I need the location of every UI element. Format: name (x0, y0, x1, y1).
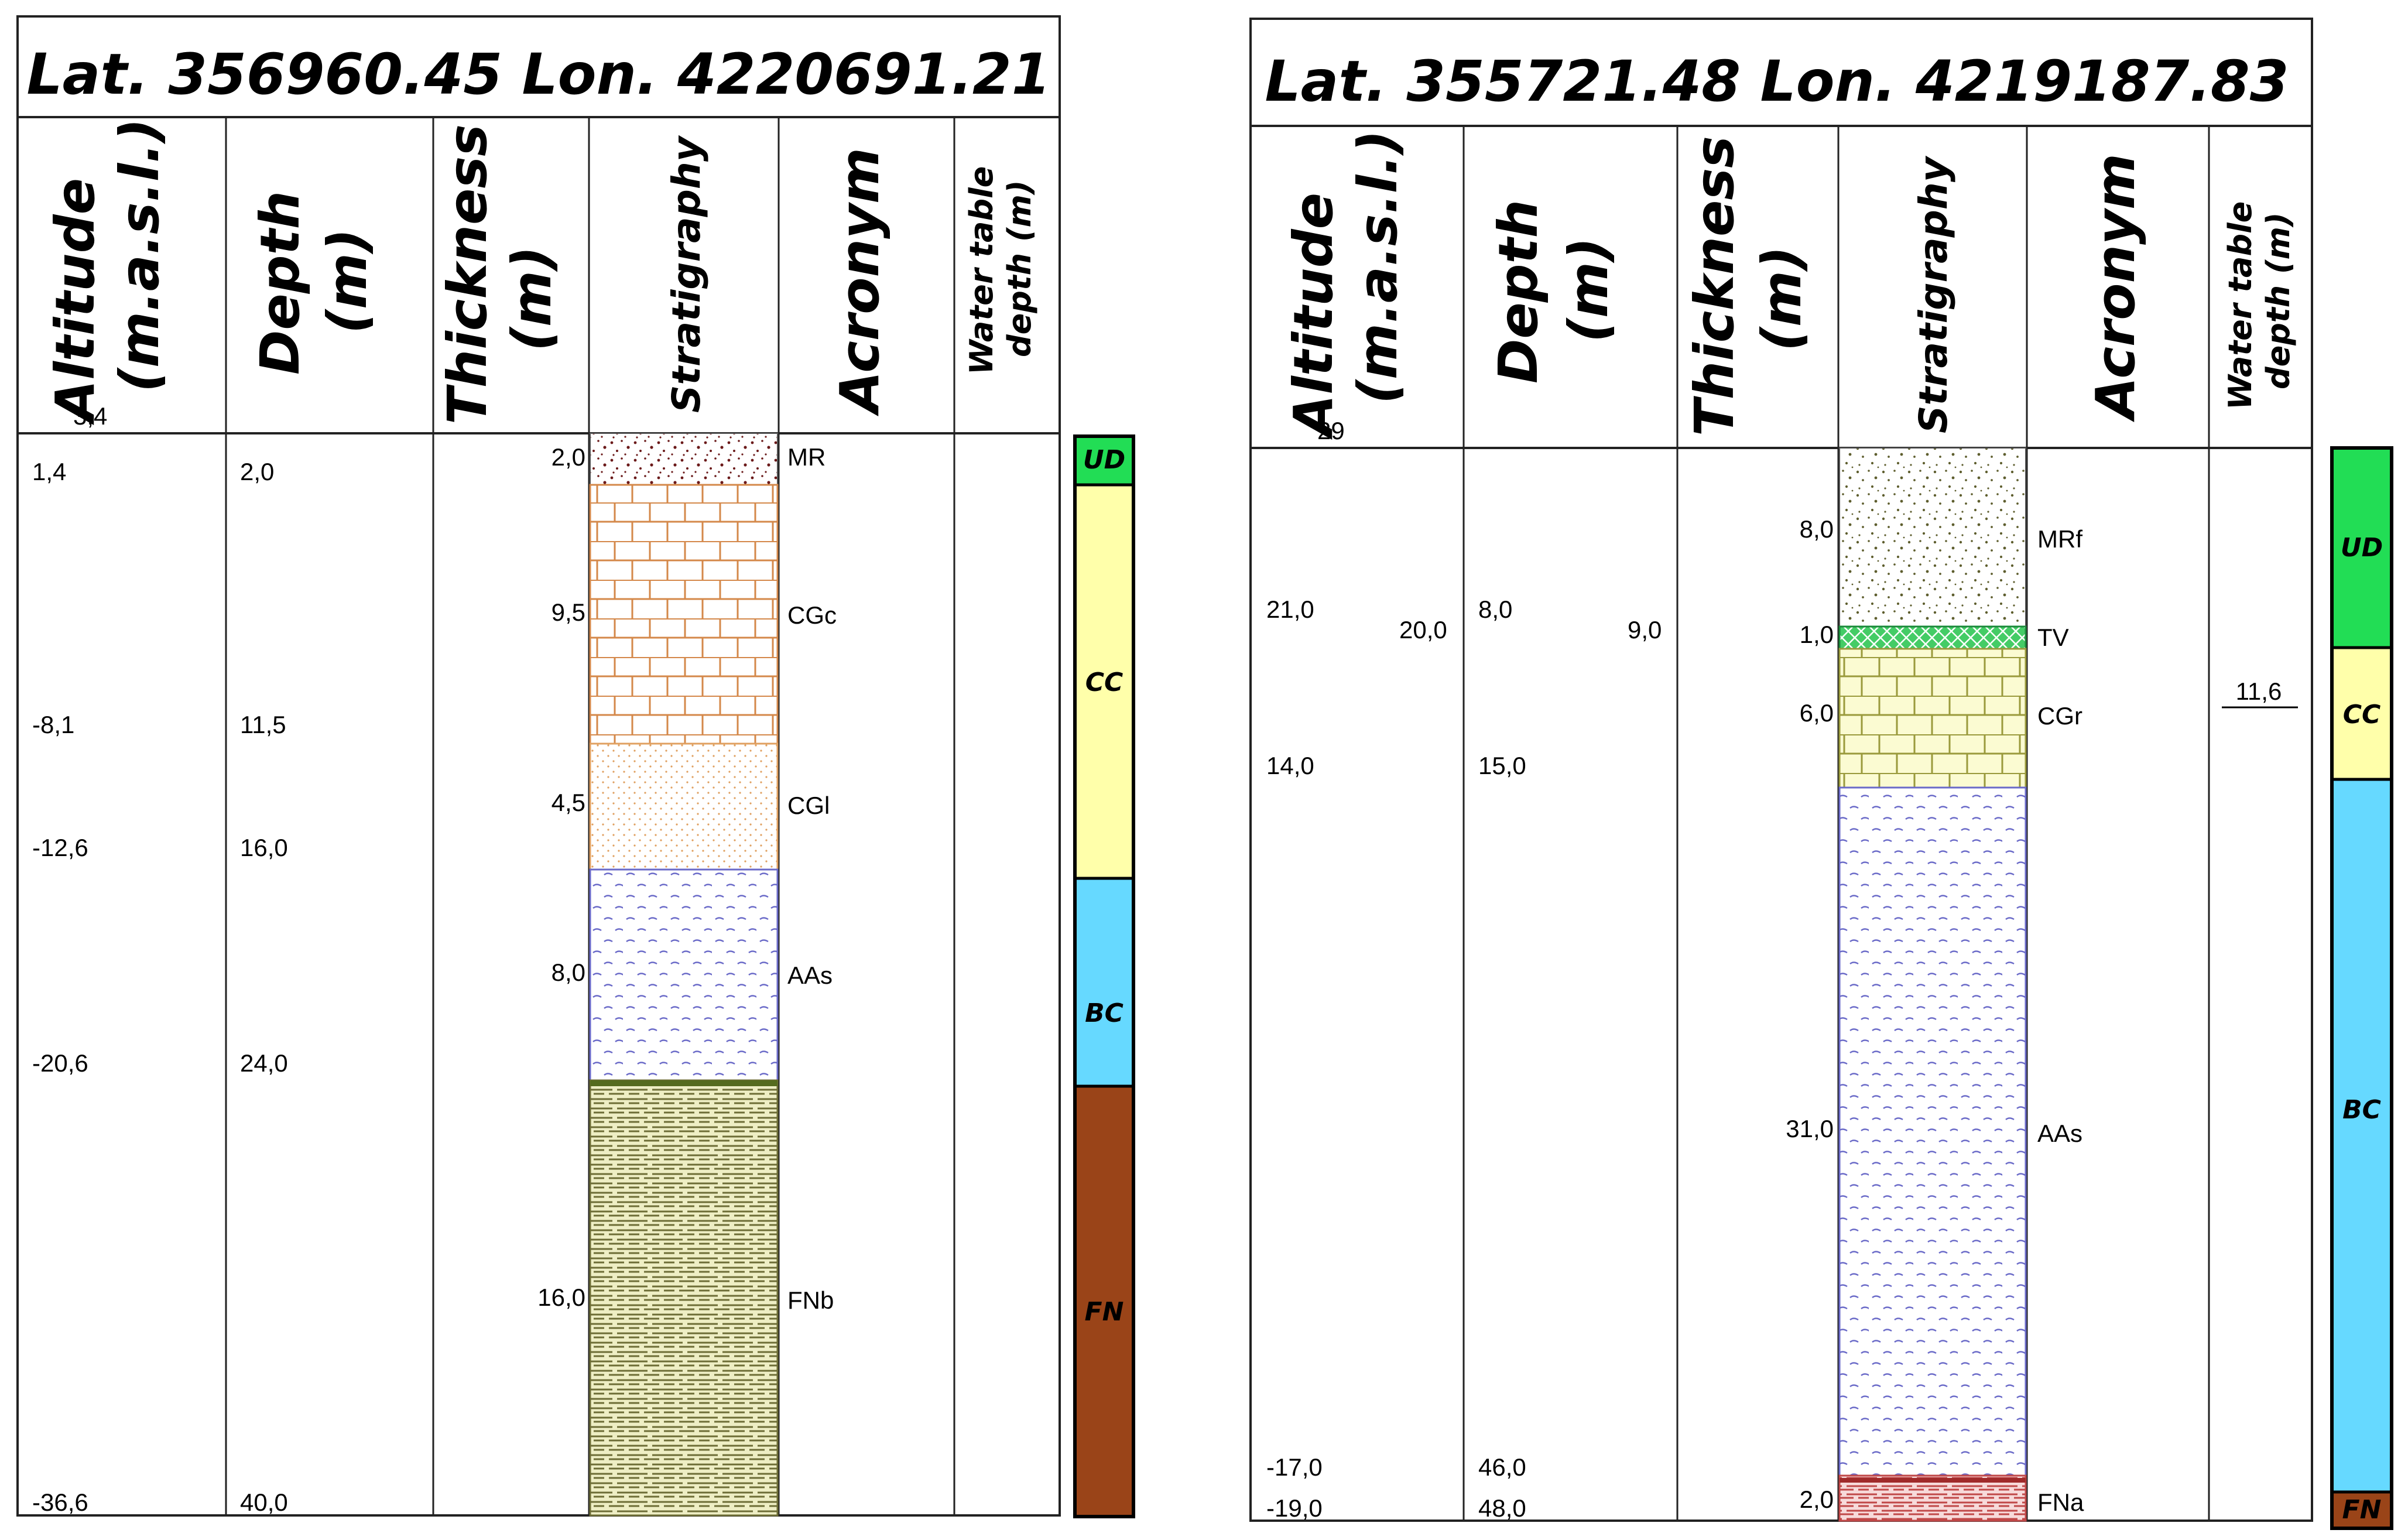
altitude-unit-header: (m.a.s.l.) (108, 118, 171, 392)
stratigraphy-header: Stratigraphy (664, 135, 709, 413)
layer-cgr (1838, 648, 2027, 789)
depth-value: 16,0 (240, 834, 288, 861)
layer-acronym: CGc (787, 601, 837, 629)
layer-aas (589, 868, 779, 1082)
layer-acronym: AAs (787, 961, 833, 989)
zone-fn (2334, 1492, 2390, 1527)
altitude-value: -12,6 (32, 834, 88, 861)
zone-ud (1077, 438, 1132, 485)
depth-value: 11,5 (240, 711, 286, 738)
layer-thickness: 8,0 (552, 959, 585, 986)
altitude-value: -17,0 (1266, 1453, 1323, 1481)
altitude-unit-header: (m.a.s.l.) (1347, 130, 1409, 404)
altitude-value: -8,1 (32, 711, 74, 738)
log-left: Lat. 356960.45 Lon. 4220691.21 Altitude … (16, 15, 1135, 1518)
layer-aas (1838, 786, 2027, 1477)
altitude-value: 1,4 (32, 458, 66, 485)
depth-value: 9,0 (1628, 616, 1662, 644)
layer-thickness: 6,0 (1800, 699, 1834, 727)
layer-acronym: MR (787, 443, 825, 471)
zone-label: BC (1085, 998, 1123, 1028)
layer-acronym: FNa (2037, 1488, 2084, 1516)
acronym-header: Acronym (828, 148, 891, 416)
water-table-unit-header: depth (m) (2260, 212, 2297, 389)
zone-ud (2334, 450, 2390, 648)
zone-cc (1077, 485, 1132, 878)
depth-value: 40,0 (240, 1488, 288, 1516)
altitude-value: -36,6 (32, 1488, 88, 1516)
zone-column (2330, 446, 2393, 1530)
thickness-unit-header: (m) (1751, 246, 1813, 351)
water-table-unit-header: depth (m) (1001, 180, 1038, 357)
depth-value: 15,0 (1478, 752, 1526, 779)
zone-bc (1077, 878, 1132, 1086)
zone-cc (2334, 648, 2390, 779)
layer-thickness: 31,0 (1786, 1115, 1834, 1142)
layer-thickness: 8,0 (1800, 515, 1834, 543)
log-right: Lat. 355721.48 Lon. 4219187.83 Altitude … (1249, 18, 2393, 1530)
layer-cgc (589, 484, 779, 745)
zone-column (1073, 434, 1135, 1518)
layer-fnb (589, 1079, 779, 1517)
layer-thickness: 1,0 (1800, 621, 1834, 648)
layer-thickness: 9,5 (552, 598, 585, 626)
altitude-value: 20,0 (1399, 616, 1447, 644)
layer-acronym: FNb (787, 1286, 834, 1314)
layer-thickness: 2,0 (552, 443, 585, 471)
depth-value: 24,0 (240, 1049, 288, 1077)
layer-tv (1838, 625, 2027, 650)
depth-header: Depth (1487, 200, 1550, 384)
altitude-value: -19,0 (1266, 1494, 1323, 1522)
thickness-header: Thickness (436, 124, 499, 425)
zone-label: UD (1083, 445, 1125, 475)
layer-mr (590, 433, 778, 485)
water-table-header: Water table (963, 166, 1000, 375)
zone-label: CC (2343, 700, 2381, 730)
layer-thickness: 2,0 (1800, 1486, 1834, 1513)
altitude-value: 21,0 (1266, 596, 1314, 623)
layer-fna (1838, 1474, 2027, 1522)
layer-mrf (1839, 447, 2026, 627)
layer-acronym: CGr (2037, 702, 2082, 730)
zone-fn (1077, 1086, 1132, 1515)
zone-label: CC (1085, 668, 1123, 697)
zone-label: UD (2341, 533, 2383, 563)
depth-value: 2,0 (240, 458, 274, 485)
depth-unit-header: (m) (316, 228, 379, 334)
depth-unit-header: (m) (1557, 237, 1620, 343)
altitude-header: Altitude (44, 178, 107, 425)
log-title: Lat. 356960.45 Lon. 4220691.21 (27, 42, 1051, 107)
water-table-value: 11,6 (2236, 677, 2282, 705)
zone-label: BC (2342, 1095, 2381, 1125)
zone-bc (2334, 779, 2390, 1492)
depth-header: Depth (249, 191, 311, 375)
depth-value: 46,0 (1478, 1453, 1526, 1481)
thickness-header: Thickness (1683, 136, 1746, 436)
layer-acronym: MRf (2037, 525, 2082, 553)
depth-value: 48,0 (1478, 1494, 1526, 1522)
thickness-unit-header: (m) (501, 246, 563, 351)
depth-value: 8,0 (1478, 596, 1512, 623)
altitude-header: Altitude (1282, 193, 1345, 440)
layer-acronym: AAs (2037, 1120, 2082, 1147)
layer-cgl (589, 742, 779, 871)
zone-label: FN (2342, 1495, 2382, 1525)
layer-thickness: 16,0 (537, 1284, 585, 1311)
water-table-header: Water table (2222, 201, 2259, 410)
log-title: Lat. 355721.48 Lon. 4219187.83 (1265, 49, 2289, 114)
layer-acronym: CGl (787, 792, 830, 819)
altitude-value: 14,0 (1266, 752, 1314, 779)
layer-thickness: 4,5 (552, 789, 585, 816)
zone-label: FN (1085, 1297, 1124, 1327)
top-altitude: 29 (1317, 417, 1345, 444)
stratigraphy-header: Stratigraphy (1911, 155, 1956, 433)
acronym-header: Acronym (2084, 153, 2147, 422)
altitude-value: -20,6 (32, 1049, 88, 1077)
top-altitude: 3,4 (73, 402, 107, 430)
layer-acronym: TV (2037, 624, 2069, 651)
